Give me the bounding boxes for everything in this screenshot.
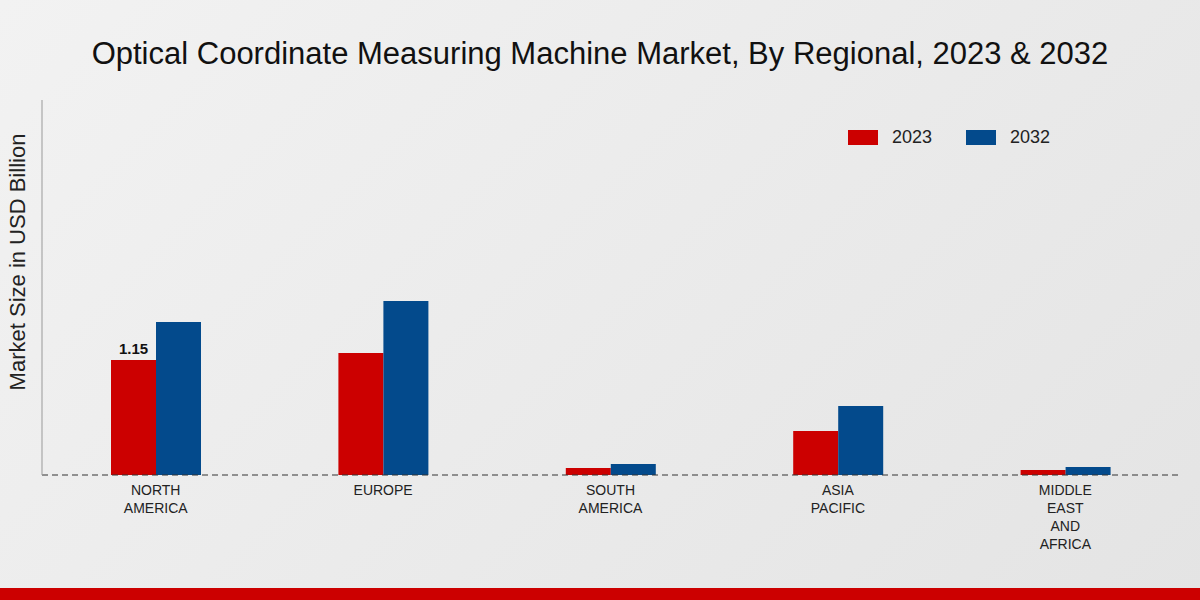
svg-text:MIDDLE: MIDDLE (1039, 482, 1092, 498)
html-text:2032: 2032 (1010, 127, 1050, 147)
svg-text:AMERICA: AMERICA (124, 500, 188, 516)
svg-text:EAST: EAST (1047, 500, 1084, 516)
html-text:Optical Coordinate Measuring M: Optical Coordinate Measuring Machine Mar… (91, 36, 1109, 71)
svg-text:AND: AND (1051, 518, 1081, 534)
svg-text:PACIFIC: PACIFIC (811, 500, 865, 516)
svg-text:NORTH: NORTH (131, 482, 181, 498)
svg-text:AMERICA: AMERICA (579, 500, 643, 516)
svg-text:ASIA: ASIA (822, 482, 855, 498)
svg-text:AFRICA: AFRICA (1040, 536, 1092, 552)
html-text:Market Size in USD Billion: Market Size in USD Billion (5, 133, 30, 391)
svg-text:SOUTH: SOUTH (586, 482, 635, 498)
svg-text:1.15: 1.15 (119, 340, 148, 357)
html-text:2023: 2023 (891, 127, 932, 147)
svg-text:EUROPE: EUROPE (354, 482, 413, 498)
